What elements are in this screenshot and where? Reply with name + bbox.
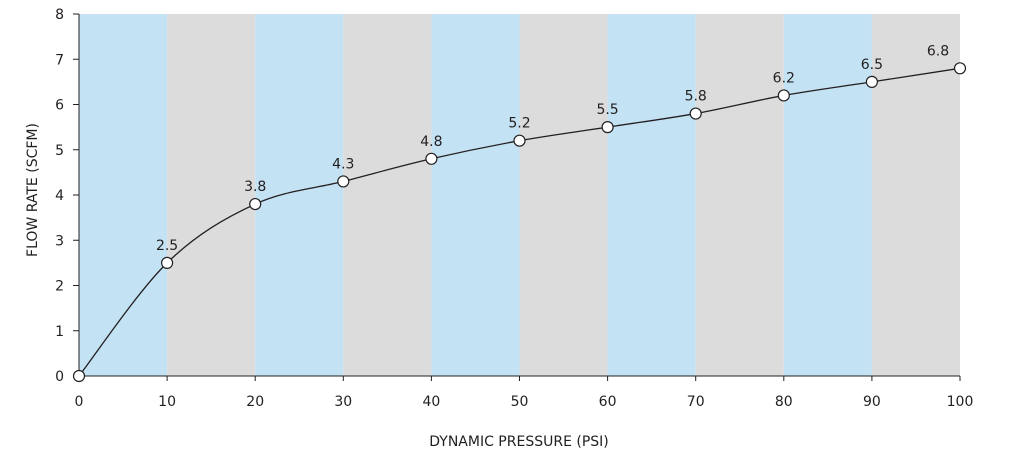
- y-axis-ticks: 0 1 2 3 4 5 6 7 8: [55, 7, 79, 385]
- x-axis-title: DYNAMIC PRESSURE (PSI): [429, 434, 609, 450]
- y-tick-label: 7: [55, 52, 64, 68]
- y-tick-label: 3: [55, 233, 64, 249]
- x-tick-label: 100: [947, 394, 974, 410]
- x-tick-label: 50: [511, 394, 529, 410]
- x-tick-label: 0: [75, 394, 84, 410]
- data-point: [513, 134, 526, 147]
- data-point: [161, 256, 174, 269]
- data-point: [72, 369, 86, 383]
- data-point: [425, 152, 438, 165]
- background-bands: [79, 14, 960, 376]
- background-band-blue: [431, 14, 520, 376]
- y-tick-label: 5: [55, 143, 64, 159]
- data-label: 6.2: [773, 70, 795, 86]
- y-tick-label: 6: [55, 98, 64, 114]
- data-point: [953, 62, 967, 75]
- data-point: [601, 121, 614, 134]
- data-point: [249, 197, 262, 211]
- background-band-blue: [79, 14, 168, 376]
- data-label: 2.5: [156, 238, 178, 254]
- x-tick-label: 90: [863, 394, 881, 410]
- y-tick-label: 4: [55, 188, 64, 204]
- data-label: 5.5: [596, 102, 618, 118]
- data-point: [337, 175, 350, 188]
- background-band-gray: [695, 14, 784, 376]
- data-label: 5.2: [508, 116, 530, 132]
- x-tick-label: 60: [599, 394, 617, 410]
- data-label: 3.8: [244, 179, 266, 195]
- background-band-blue: [607, 14, 696, 376]
- y-tick-label: 0: [55, 369, 64, 385]
- data-label: 5.8: [685, 89, 707, 105]
- x-tick-label: 20: [246, 394, 264, 410]
- background-band-blue: [783, 14, 872, 376]
- x-tick-label: 30: [334, 394, 352, 410]
- y-tick-label: 2: [55, 279, 64, 295]
- y-tick-label: 1: [55, 324, 64, 340]
- data-point: [777, 89, 790, 102]
- background-band-gray: [519, 14, 608, 376]
- data-point: [865, 75, 879, 88]
- x-tick-label: 70: [687, 394, 705, 410]
- y-tick-label: 8: [55, 7, 64, 23]
- data-labels: 2.5 3.8 4.3 4.8 5.2 5.5 5.8 6.2 6.5 6.8: [156, 43, 949, 254]
- data-label: 6.8: [927, 43, 949, 59]
- background-band-gray: [167, 14, 256, 376]
- y-axis-title: FLOW RATE (SCFM): [25, 123, 41, 257]
- data-point: [689, 107, 702, 120]
- x-tick-label: 80: [775, 394, 793, 410]
- x-tick-label: 40: [422, 394, 440, 410]
- x-tick-label: 10: [158, 394, 176, 410]
- data-label: 6.5: [861, 57, 883, 73]
- data-label: 4.3: [332, 156, 354, 172]
- background-band-blue: [255, 14, 344, 376]
- background-band-gray: [343, 14, 432, 376]
- data-label: 4.8: [420, 134, 442, 150]
- data-markers: [72, 62, 967, 383]
- background-band-gray: [871, 14, 960, 376]
- x-axis-ticks: 0 10 20 30 40 50 60 70 80 90 100: [75, 376, 974, 410]
